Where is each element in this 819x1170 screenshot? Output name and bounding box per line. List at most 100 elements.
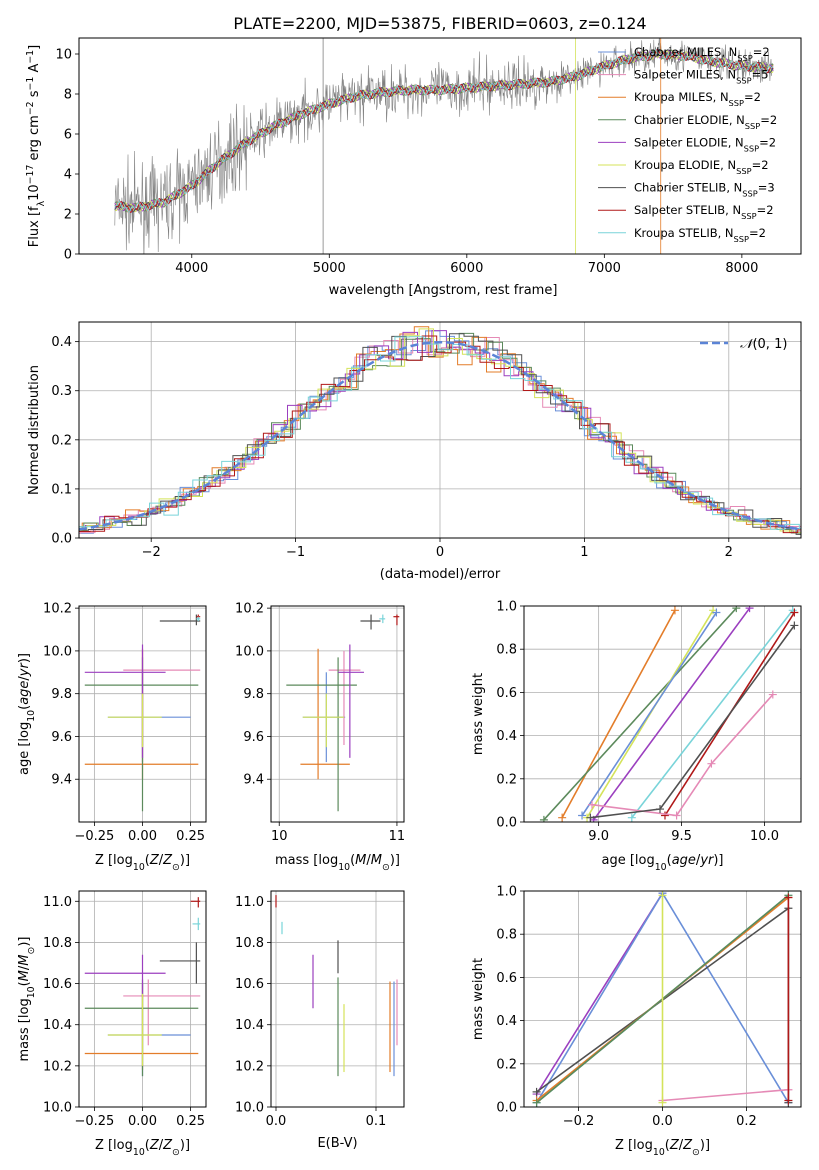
mass-weight-marker-salpeter_miles [768, 690, 777, 699]
y-axis-label: age [log10(age/yr)] [17, 653, 37, 775]
x-axis-label: (data-model)/error [380, 567, 501, 582]
y-tick-label: 10.2 [235, 1059, 264, 1074]
mass-weight-marker-kroupa_stelib [627, 813, 636, 822]
x-tick-label: 5000 [313, 261, 346, 276]
mass-weight-line-salpeter_elodie [593, 607, 751, 821]
axes-spectrum: 4000 5000 6000 7000 8000 0 2 4 6 8 10 wavelength [A… [25, 37, 802, 298]
x-axis-label: mass [log10(M/M⊙)] [275, 853, 400, 873]
x-tick-label: −0.2 [563, 1114, 595, 1129]
y-axis-label: Normed distribution [27, 365, 42, 495]
x-tick-label: 10.0 [750, 829, 779, 844]
y-tick-label: 9.6 [243, 730, 264, 745]
y-tick-label: 10.4 [43, 1018, 72, 1033]
y-tick-label: 10.4 [235, 1018, 264, 1033]
y-tick-label: 6 [64, 128, 72, 143]
x-tick-label: 0 [436, 545, 444, 560]
mass-weight-marker-kroupa_miles [670, 606, 679, 615]
y-tick-label: 10.0 [43, 1101, 72, 1116]
y-tick-label: 0.8 [496, 928, 517, 943]
x-tick-label: 7000 [588, 261, 621, 276]
y-tick-label: 1.0 [496, 885, 517, 900]
plot-area-mass_vs_Z [84, 897, 201, 1077]
axes-frame [78, 37, 802, 255]
mass-weight-line-salpeter_miles [662, 1088, 789, 1102]
x-tick-label: 10 [271, 829, 288, 844]
axes-frame [270, 605, 405, 823]
axes-frame [523, 605, 802, 823]
y-tick-label: 0.1 [51, 482, 72, 497]
mass-weight-line-chabrier_miles [581, 612, 718, 816]
mass-weight-marker-chabrier_miles [578, 811, 587, 820]
x-tick-label: 8000 [725, 261, 758, 276]
y-tick-label: 0.6 [496, 971, 517, 986]
x-tick-label: 0.1 [366, 1114, 387, 1129]
y-tick-label: 0 [64, 248, 72, 263]
legend-label-salpeter_miles: Salpeter MILES, NSSP=5 [634, 68, 769, 86]
axes-mass_vs_ebv: 0.0 0.1 10.0 10.2 10.4 10.6 10.8 11.0 E(B-V) [235, 890, 405, 1151]
axes-frame [78, 321, 802, 539]
y-axis-label: Flux [fλ10−17 erg cm−2 s−1 A−1] [25, 45, 47, 247]
y-tick-label: 9.6 [51, 730, 72, 745]
y-tick-label: 9.4 [51, 773, 72, 788]
x-tick-label: 6000 [450, 261, 483, 276]
axes-frame [270, 890, 405, 1108]
mass-weight-marker-chabrier_stelib [656, 805, 665, 814]
x-tick-label: 0.25 [176, 829, 205, 844]
x-tick-label: 0.00 [128, 829, 157, 844]
x-tick-label: 1 [580, 545, 588, 560]
mass-weight-marker-salpeter_elodie [745, 606, 754, 613]
y-tick-label: 11.0 [235, 895, 264, 910]
histogram-kroupa_elodie [79, 328, 801, 533]
legend-label-kroupa_elodie: Kroupa ELODIE, NSSP=2 [634, 158, 769, 176]
axes-residual_histogram: −2 −1 0 1 2 0.0 0.1 0.2 0.3 0.4 (data-model)/error… [27, 321, 802, 582]
y-tick-label: 9.8 [243, 687, 264, 702]
y-tick-label: 9.4 [243, 773, 264, 788]
legend-label-kroupa_miles: Kroupa MILES, NSSP=2 [634, 90, 761, 108]
x-tick-label: 0.2 [736, 1114, 757, 1129]
y-tick-label: 0.4 [496, 729, 517, 744]
plot-area-residual_histogram [79, 326, 801, 535]
x-tick-label: 9.0 [588, 829, 609, 844]
legend: 𝒩(0, 1) [700, 337, 787, 352]
y-tick-label: 0.3 [51, 384, 72, 399]
y-tick-label: 10.2 [43, 1059, 72, 1074]
axes-frame [523, 890, 802, 1108]
y-tick-label: 10.0 [235, 1101, 264, 1116]
y-tick-label: 0.0 [496, 1101, 517, 1116]
plot-area-mass_weight_vs_age [539, 606, 799, 822]
mass-weight-marker-kroupa_elodie [658, 891, 667, 900]
y-tick-label: 10.6 [235, 977, 264, 992]
mass-weight-line-salpeter_miles [591, 694, 774, 817]
axes-age_vs_mass: 10 11 9.4 9.6 9.8 10.0 10.2 mass [log10(M/M⊙)] [235, 602, 405, 873]
gaussian-reference-curve [79, 340, 801, 531]
y-axis-label: mass [log10(M/M⊙)] [17, 937, 37, 1062]
plot-area-age_vs_Z [84, 614, 201, 812]
x-tick-label: −0.25 [74, 829, 114, 844]
y-tick-label: 0.2 [51, 433, 72, 448]
y-tick-label: 10.0 [235, 644, 264, 659]
mass-weight-marker-kroupa_elodie [658, 1098, 667, 1107]
y-tick-label: 1.0 [496, 600, 517, 615]
y-tick-label: 0.6 [496, 686, 517, 701]
y-tick-label: 10.8 [235, 936, 264, 951]
plot-area-mass_weight_vs_Z [532, 891, 793, 1107]
mass-weight-marker-salpeter_miles [672, 811, 681, 820]
x-axis-label: E(B-V) [317, 1136, 357, 1151]
x-axis-label: wavelength [Angstrom, rest frame] [329, 283, 558, 298]
axes-frame [78, 605, 207, 823]
y-tick-label: 9.8 [51, 687, 72, 702]
y-tick-label: 11.0 [43, 895, 72, 910]
x-tick-label: 0.0 [266, 1114, 287, 1129]
legend-label-chabrier_stelib: Chabrier STELIB, NSSP=3 [634, 181, 775, 199]
x-axis-label: Z [log10(Z/Z⊙)] [95, 1138, 190, 1158]
mass-weight-line-kroupa_stelib [631, 609, 794, 819]
legend: Chabrier MILES, NSSP=2 Salpeter MILES, NS… [598, 45, 777, 244]
y-tick-label: 0.0 [51, 532, 72, 547]
model-spectrum-kroupa_stelib [114, 48, 774, 213]
y-tick-label: 10.8 [43, 936, 72, 951]
x-tick-label: 2 [725, 545, 733, 560]
x-axis-label: Z [log10(Z/Z⊙)] [615, 1138, 710, 1158]
x-tick-label: 0.00 [128, 1114, 157, 1129]
y-tick-label: 0.4 [496, 1014, 517, 1029]
